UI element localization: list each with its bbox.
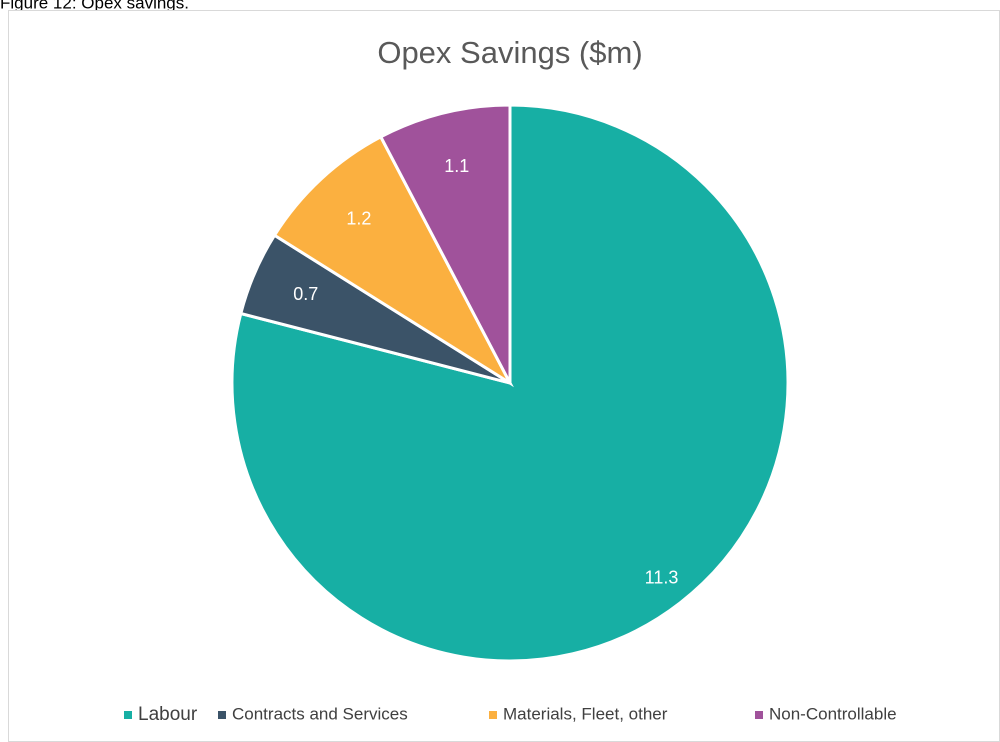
legend-swatch — [755, 711, 763, 719]
legend-swatch — [124, 711, 132, 719]
legend-label: Contracts and Services — [232, 704, 408, 723]
data-label: 0.7 — [293, 284, 318, 304]
legend-label: Labour — [138, 704, 198, 725]
pie-slice — [230, 103, 790, 663]
data-label: 11.3 — [645, 567, 679, 587]
data-label: 1.2 — [346, 209, 371, 229]
legend-swatch — [218, 711, 226, 719]
caption: Figure 12: Opex savings. — [0, 0, 189, 12]
legend-label: Materials, Fleet, other — [503, 704, 668, 723]
legend-label: Non-Controllable — [769, 704, 897, 723]
chart-title: Opex Savings ($m) — [377, 35, 642, 70]
pie-slice — [272, 134, 514, 388]
legend-swatch — [489, 711, 497, 719]
pie-slice — [378, 103, 512, 384]
data-label: 1.1 — [444, 156, 469, 176]
